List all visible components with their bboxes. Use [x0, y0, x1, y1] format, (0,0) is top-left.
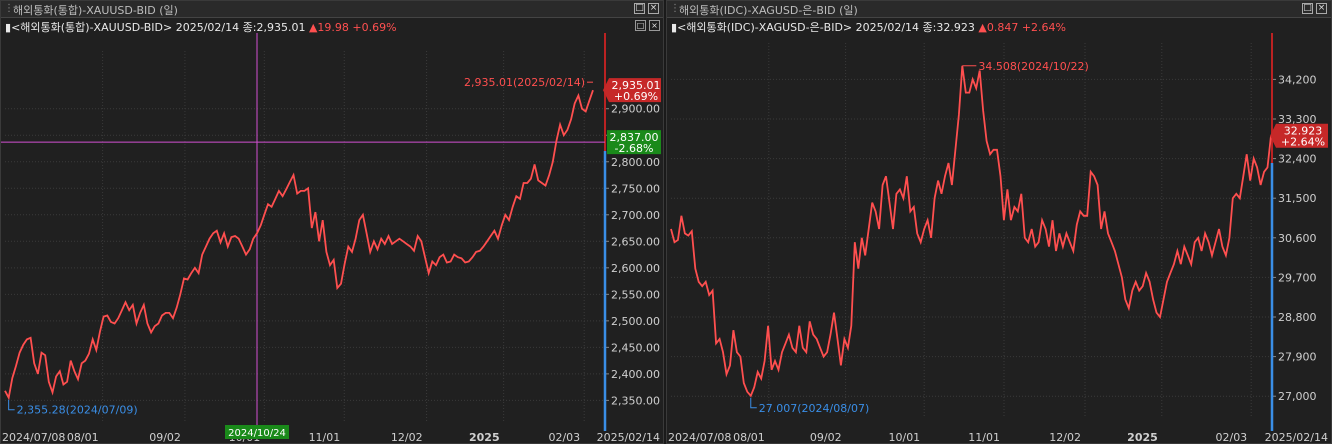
y-tick-label: 2,500.00: [611, 315, 660, 328]
last-price-box: [603, 78, 661, 103]
low-marker: [8, 399, 15, 411]
y-tick-label: 29,700: [1278, 271, 1317, 284]
y-tick-label: 28,800: [1278, 311, 1317, 324]
change-label: ▲19.98: [308, 21, 349, 34]
close-button[interactable]: ×: [648, 3, 659, 14]
y-tick-label: 2,650.00: [611, 235, 660, 248]
last-price-label: 2,935.01: [612, 79, 661, 92]
x-tick-label: 11/01: [309, 431, 341, 443]
date-label: 2025/02/14: [175, 21, 240, 34]
change-label: ▲0.847: [978, 21, 1019, 34]
x-start-label: 2024/07/08: [668, 431, 731, 443]
window-titlebar[interactable]: ⋮ 해외통화(IDC)-XAGUSD-은-BID (일) □ ×: [667, 1, 1331, 18]
last-change-label: +2.64%: [1281, 136, 1325, 149]
chart-settings-button[interactable]: □: [635, 20, 646, 31]
drag-grip-icon[interactable]: ⋮: [4, 3, 14, 14]
x-start-label: 2024/07/08: [2, 431, 65, 443]
x-end-label: 2025/02/14: [1265, 431, 1328, 443]
close-button[interactable]: ×: [1316, 3, 1327, 14]
price-info-bar: ▮<해외통화(IDC)-XAGUSD-은-BID> 2025/02/14 종:3…: [671, 19, 1066, 34]
last-price-label: 32.923: [1284, 125, 1323, 138]
price-line: [670, 65, 1272, 398]
change-pct-label: +0.69%: [352, 21, 397, 34]
y-tick-label: 2,600.00: [611, 262, 660, 275]
y-tick-label: 2,800.00: [611, 156, 660, 169]
x-tick-label: 11/01: [968, 431, 1000, 443]
window-title: 해외통화(통합)-XAUUSD-BID (일): [13, 4, 178, 17]
crosshair-pct-label: -2.68%: [615, 142, 654, 155]
maximize-button[interactable]: □: [634, 3, 645, 14]
high-note: 34.508(2024/10/22): [978, 60, 1088, 73]
x-end-label: 2025/02/14: [597, 431, 660, 443]
high-note: 2,935.01(2025/02/14): [464, 76, 585, 89]
y-tick-label: 2,750.00: [611, 182, 660, 195]
window-title: 해외통화(IDC)-XAGUSD-은-BID (일): [679, 4, 858, 17]
low-note: 2,355.28(2024/07/09): [17, 404, 138, 417]
y-tick-label: 27,900: [1278, 351, 1317, 364]
silver-price-chart[interactable]: 34,200 33,300 32,400 31,500 30,600 29,700 28,8…: [667, 33, 1331, 443]
chart-window-gold[interactable]: ⋮ 해외통화(통합)-XAUUSD-BID (일) □ × ▮<해외통화(통합)…: [0, 0, 664, 444]
x-tick-label: 02/03: [1215, 431, 1247, 443]
symbol-label: <해외통화(통합)-XAUUSD-BID>: [11, 21, 173, 34]
x-tick-label: 09/02: [149, 431, 181, 443]
y-tick-label: 27,000: [1278, 390, 1317, 403]
y-tick-label: 2,350.00: [611, 394, 660, 407]
x-tick-label: 12/02: [391, 431, 423, 443]
maximize-button[interactable]: □: [1302, 3, 1313, 14]
marker-icon: ▮: [5, 21, 12, 34]
y-tick-label: 34,200: [1278, 73, 1317, 86]
y-tick-label: 2,700.00: [611, 209, 660, 222]
close-label: 종:2,935.01: [242, 21, 306, 34]
y-tick-label: 2,550.00: [611, 288, 660, 301]
gold-price-chart[interactable]: 2,900.002,850.002,800.002,750.002,700.00…: [1, 33, 663, 443]
marker-icon: ▮: [671, 21, 678, 34]
drag-grip-icon[interactable]: ⋮: [670, 3, 680, 14]
chart-close-button[interactable]: ×: [649, 20, 660, 31]
x-tick-label: 09/02: [810, 431, 842, 443]
crosshair-date-box: [225, 425, 289, 439]
last-price-box: [1270, 123, 1328, 148]
y-tick-label: 2,450.00: [611, 341, 660, 354]
date-label: 2025/02/14: [855, 21, 920, 34]
x-tick-label: 2025: [469, 431, 500, 443]
close-label: 종:32.923: [922, 21, 975, 34]
y-tick-label: 2,900.00: [611, 103, 660, 116]
crosshair-price-box: [607, 130, 661, 155]
y-tick-label: 30,600: [1278, 232, 1317, 245]
y-tick-label: 2,400.00: [611, 368, 660, 381]
x-tick-label: 10/01: [888, 431, 920, 443]
symbol-label: <해외통화(IDC)-XAGUSD-은-BID>: [677, 21, 853, 34]
crosshair-date-label: 2024/10/24: [228, 428, 286, 439]
x-tick-label: 12/02: [1049, 431, 1081, 443]
crosshair-price-label: 2,837.00: [610, 131, 659, 144]
change-pct-label: +2.64%: [1021, 21, 1066, 34]
y-tick-label: 32,400: [1278, 153, 1317, 166]
window-titlebar[interactable]: ⋮ 해외통화(통합)-XAUUSD-BID (일) □ ×: [1, 1, 663, 18]
chart-window-silver[interactable]: ⋮ 해외통화(IDC)-XAGUSD-은-BID (일) □ × ▮<해외통화(…: [666, 0, 1332, 444]
low-note: 27.007(2024/08/07): [759, 402, 869, 415]
low-marker: [750, 397, 757, 409]
price-info-bar: ▮<해외통화(통합)-XAUUSD-BID> 2025/02/14 종:2,93…: [5, 19, 397, 34]
y-tick-label: 31,500: [1278, 192, 1317, 205]
x-tick-label: 02/03: [548, 431, 580, 443]
x-tick-label: 2025: [1127, 431, 1158, 443]
price-line: [4, 89, 594, 401]
last-change-label: +0.69%: [614, 90, 658, 103]
x-tick-label: 08/01: [67, 431, 99, 443]
x-tick-label: 08/01: [733, 431, 765, 443]
y-tick-label: 33,300: [1278, 113, 1317, 126]
